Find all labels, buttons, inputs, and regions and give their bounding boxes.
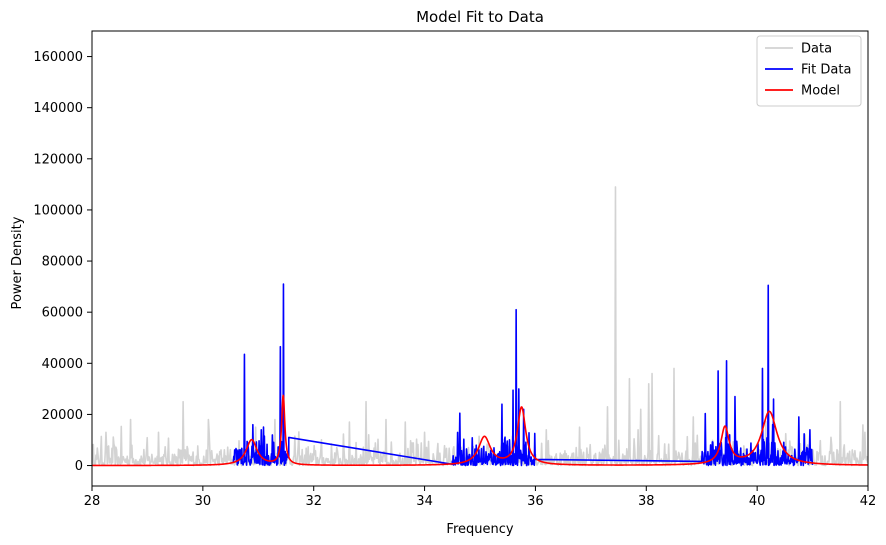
chart-title: Model Fit to Data xyxy=(416,8,544,26)
y-tick-label: 80000 xyxy=(42,255,83,270)
y-tick-label: 160000 xyxy=(33,50,83,65)
y-tick-label: 40000 xyxy=(42,357,83,372)
y-tick-label: 0 xyxy=(75,459,83,474)
y-tick-label: 100000 xyxy=(33,203,83,218)
x-tick-label: 42 xyxy=(860,494,877,509)
y-tick-label: 120000 xyxy=(33,152,83,167)
x-tick-label: 30 xyxy=(195,494,212,509)
series-line-data xyxy=(92,186,868,467)
series-line-model xyxy=(92,394,868,467)
legend-label: Fit Data xyxy=(801,63,851,78)
y-tick-label: 60000 xyxy=(42,306,83,321)
plot-area: 28 30 32 34 36 38 40 42 0 20000 40000 60000 80000 100… xyxy=(33,30,877,509)
x-tick-label: 36 xyxy=(527,494,544,509)
y-tick-label: 20000 xyxy=(42,408,83,423)
legend-label: Data xyxy=(801,42,832,57)
legend: Data Fit Data Model xyxy=(756,35,862,107)
y-axis-label: Power Density xyxy=(10,216,25,309)
x-tick-label: 34 xyxy=(416,494,433,509)
series-line-fit-data xyxy=(232,283,814,467)
legend-box xyxy=(756,35,862,107)
y-tick-label: 140000 xyxy=(33,101,83,116)
plot-frame xyxy=(91,30,869,487)
series-group xyxy=(92,186,868,467)
x-tick-label: 40 xyxy=(749,494,766,509)
legend-label: Model xyxy=(801,84,840,99)
x-axis-label: Frequency xyxy=(446,522,513,537)
x-tick-label: 38 xyxy=(638,494,655,509)
x-tick-label: 32 xyxy=(305,494,322,509)
x-tick-label: 28 xyxy=(84,494,101,509)
